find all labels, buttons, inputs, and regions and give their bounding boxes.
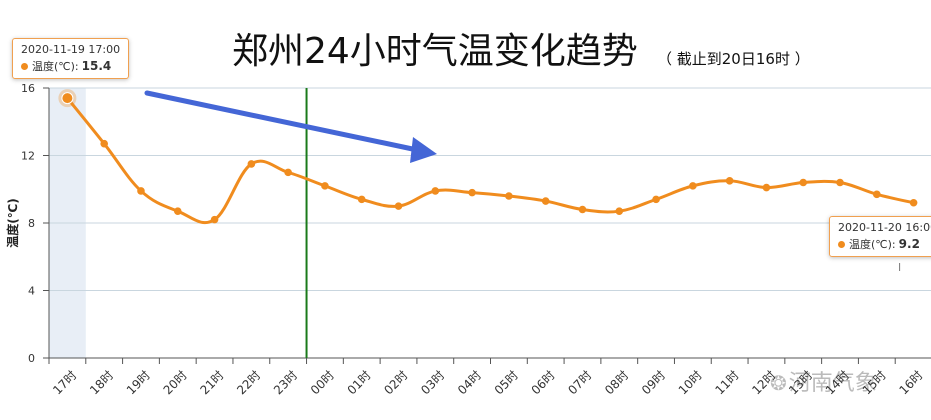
data-point [505,192,513,200]
data-point [173,207,182,215]
data-point [615,207,624,215]
x-tick-label: 02时 [381,368,410,397]
data-point [61,92,74,105]
grid-lines [49,87,931,291]
data-point [762,183,771,192]
series-dot-icon [838,241,845,248]
y-tick-label: 12 [21,150,35,163]
x-tick-label: 18时 [87,368,116,397]
wechat-icon: ❂ [770,371,787,395]
y-tick-labels: 0 4 8 12 16 [21,82,49,365]
tooltip-label: 温度(℃): [849,238,896,251]
data-point [689,182,697,190]
x-tick-label: 20时 [161,368,190,397]
data-point [468,188,476,197]
data-point [137,187,145,195]
temperature-points [58,89,918,271]
data-point [247,160,256,168]
tooltip-time: 2020-11-19 17:00 [21,43,121,56]
x-tick-label: 00时 [308,368,337,397]
y-axis-label: 温度(℃) [5,198,20,248]
tooltip-value: 15.4 [81,59,112,73]
y-tick-label: 4 [28,285,35,298]
data-point [210,215,219,224]
tooltip-last-point: 2020-11-20 16:00 温度(℃): 9.2 [829,216,931,257]
data-point [909,198,918,207]
data-point [357,195,366,204]
y-tick-label: 0 [28,352,35,365]
chart-subtitle: （ 截止到20日16时 ） [657,50,810,68]
chart-title: 郑州24小时气温变化趋势 [232,31,638,72]
watermark-text: 河南气象 [788,371,877,396]
x-tick-label: 19时 [124,368,153,397]
x-tick-label: 07时 [565,368,594,397]
y-tick-label: 16 [21,82,35,95]
data-point [725,177,734,185]
data-point [100,139,108,148]
trend-arrow [144,90,437,163]
series-line [66,97,914,225]
data-point [541,197,550,205]
series-dot-icon [21,63,28,70]
x-tick-label: 06时 [529,368,558,397]
tooltip-label: 温度(℃): [32,60,79,73]
x-tick-label: 04时 [455,368,484,397]
x-tick-label: 01时 [345,368,374,397]
data-point [394,202,403,210]
x-tick-label: 03时 [418,368,447,397]
tooltip-first-point: 2020-11-19 17:00 温度(℃): 15.4 [12,38,130,79]
y-tick-label: 8 [28,217,35,230]
x-tick-label: 05时 [492,368,521,397]
data-point [284,168,292,177]
watermark: ❂河南气象 [770,365,877,397]
temperature-series [66,97,914,225]
data-point [431,187,440,195]
x-tick-label: 16时 [896,368,925,397]
x-tick-label: 21时 [197,368,226,397]
x-tick-label: 08时 [602,368,631,397]
data-point [873,190,881,199]
tooltip-time: 2020-11-20 16:00 [838,221,931,234]
x-tick-label: 10时 [676,368,705,397]
x-tick-label: 23时 [271,368,300,397]
tooltip-value: 9.2 [898,237,920,251]
x-tick-label: 17时 [50,368,79,397]
data-point [321,182,329,190]
data-point [799,178,808,187]
x-tick-label: 11时 [713,368,742,397]
data-point [652,195,660,204]
data-point [578,205,587,214]
data-point [836,178,844,187]
x-tick-label: 22时 [234,368,263,397]
x-tick-label: 09时 [639,368,668,397]
